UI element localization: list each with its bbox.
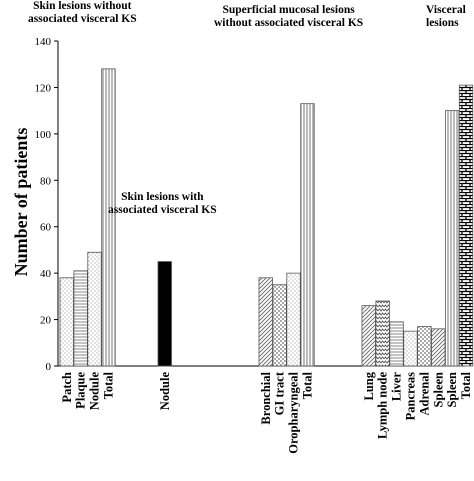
annotation-line: without associated visceral KS [214, 17, 364, 29]
annotation-line: Skin lesions without [33, 0, 132, 12]
y-tick-label: 0 [46, 361, 52, 373]
x-tick-label: Spleen [445, 372, 459, 407]
x-tick-label: Nodule [88, 372, 102, 411]
x-tick-label: Total [459, 371, 473, 399]
x-tick-label: Total [300, 371, 314, 399]
y-tick-label: 80 [40, 175, 52, 187]
x-tick-label: Spleen [431, 372, 445, 407]
bar-17 [458, 84, 474, 367]
annotation-mucosal-lesions: Superficial mucosal lesions without asso… [214, 4, 363, 30]
y-tick-label: 120 [35, 82, 52, 94]
annotation-line: associated visceral KS [28, 13, 137, 25]
bars [59, 68, 474, 367]
x-tick-label: Plaque [74, 372, 88, 409]
bar-11 [375, 300, 390, 367]
bar-16 [444, 110, 460, 367]
bar-8 [286, 272, 301, 367]
bar-10 [361, 305, 376, 367]
y-tick-label: 40 [40, 268, 52, 280]
x-tick-label: Pancreas [403, 372, 417, 421]
annotation-skin-without-visceral: Skin lesions without associated visceral… [28, 0, 137, 26]
y-axis-label: Number of patients [11, 128, 31, 277]
x-tick-label: Lung [362, 371, 376, 400]
bar-13 [403, 330, 418, 367]
x-tick-label: Oropharyngeal [287, 371, 301, 453]
bar-7 [272, 284, 287, 367]
annotation-line: lesions [426, 17, 459, 29]
bar-1 [59, 277, 74, 367]
annotation-line: associated visceral KS [108, 204, 217, 216]
x-tick-label: Lymph node [376, 372, 390, 439]
annotation-line: Visceral [426, 4, 466, 16]
x-tick-label: Bronchial [259, 371, 273, 424]
axes: 0 20 40 60 80 100 120 140 [35, 36, 466, 373]
annotation-visceral-lesions: Visceral lesions [426, 4, 466, 30]
bar-6 [258, 277, 273, 367]
x-tick-label: Patch [60, 372, 74, 403]
annotation-line: Skin lesions with [121, 191, 204, 203]
y-tick-label: 140 [35, 36, 52, 48]
x-tick-label: GI tract [273, 371, 287, 415]
y-tick-label: 60 [40, 222, 52, 234]
bar-2 [73, 270, 88, 367]
x-tick-labels: Patch Plaque Nodule Total Nodule Bronchial GI … [60, 371, 473, 454]
y-tick-label: 20 [40, 315, 52, 327]
bar-9 [300, 103, 315, 367]
bar-14 [417, 326, 432, 367]
annotation-skin-with-visceral: Skin lesions with associated visceral KS [108, 191, 217, 217]
bar-5 [157, 261, 172, 367]
x-tick-label: Adrenal [417, 371, 431, 415]
annotation-line: Superficial mucosal lesions [222, 4, 355, 16]
bar-3 [87, 251, 102, 367]
bar-4 [101, 68, 116, 367]
x-tick-label: Liver [390, 372, 404, 402]
y-tick-label: 100 [35, 129, 52, 141]
x-tick-label: Total [101, 371, 115, 399]
x-tick-label: Nodule [158, 372, 172, 411]
bar-15 [431, 328, 446, 367]
bar-12 [389, 321, 404, 367]
